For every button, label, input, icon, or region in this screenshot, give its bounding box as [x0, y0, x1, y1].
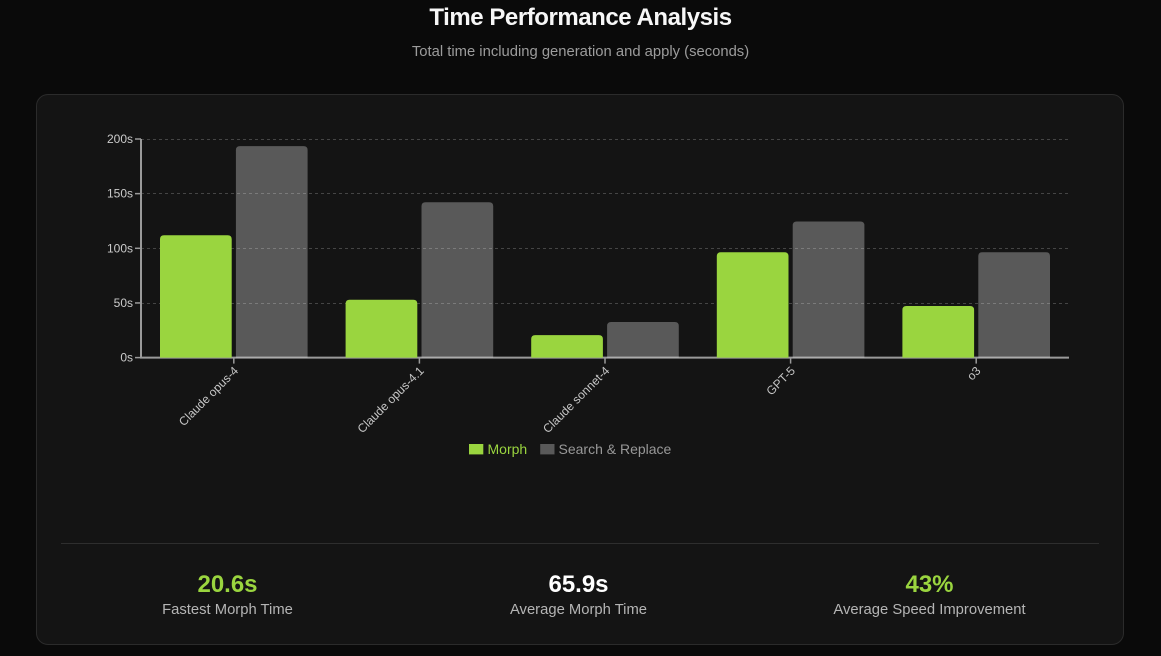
svg-text:Claude opus-4.1: Claude opus-4.1: [355, 363, 427, 435]
svg-text:Morph: Morph: [488, 441, 528, 457]
svg-text:150s: 150s: [107, 187, 133, 201]
svg-text:50s: 50s: [114, 296, 133, 310]
svg-text:100s: 100s: [107, 241, 133, 255]
svg-text:200s: 200s: [107, 132, 133, 146]
svg-text:o3: o3: [964, 363, 984, 383]
svg-text:Claude sonnet-4: Claude sonnet-4: [540, 363, 612, 435]
svg-text:Claude opus-4: Claude opus-4: [176, 363, 241, 428]
svg-text:GPT-5: GPT-5: [763, 363, 798, 398]
svg-text:Search & Replace: Search & Replace: [559, 441, 672, 457]
svg-text:0s: 0s: [120, 351, 133, 365]
